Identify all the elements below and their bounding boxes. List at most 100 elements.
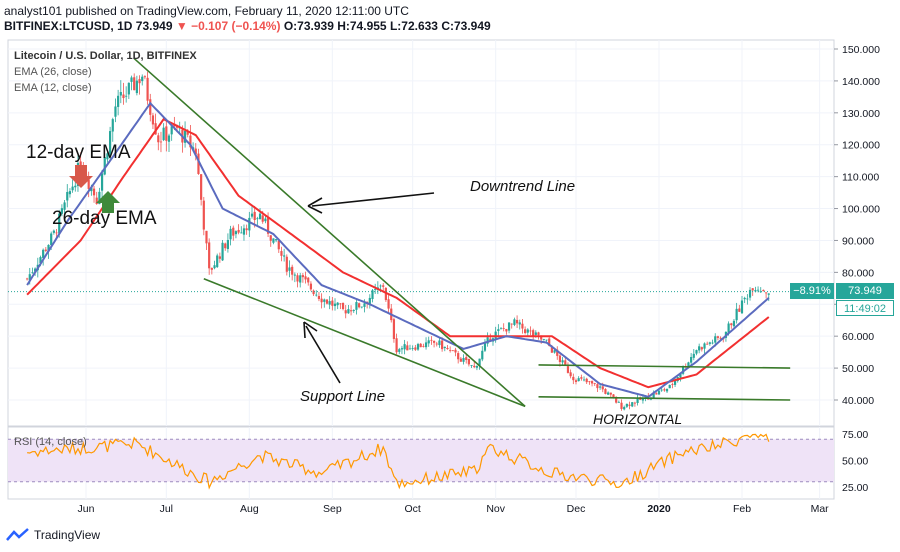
price-tick-label: 40.000 (842, 395, 874, 407)
support-arrowhead (303, 321, 318, 339)
candle-body (767, 293, 770, 295)
rsi-tick-label: 25.00 (842, 482, 868, 494)
candle-body (451, 350, 454, 352)
candle-body (690, 356, 693, 363)
candle-body (748, 289, 752, 298)
candle-body (422, 345, 425, 347)
time-tick-label: Jun (78, 503, 95, 515)
rsi-tick-label: 50.00 (842, 456, 868, 468)
candle-body (529, 330, 532, 332)
annotation-ema26: 26-day EMA (52, 208, 157, 229)
candle-body (304, 276, 307, 280)
candle-body (633, 402, 636, 404)
candle-body (746, 298, 749, 300)
candle-body (63, 202, 66, 210)
candle-body (430, 339, 433, 341)
candle-body (532, 330, 535, 336)
candle-body (232, 227, 235, 236)
candle-body (154, 123, 157, 135)
time-tick-label: Dec (567, 503, 586, 515)
candle-body (210, 267, 213, 270)
candle-body (486, 337, 489, 344)
candle-body (580, 377, 583, 379)
candle-body (261, 215, 264, 222)
candle-body (347, 309, 350, 314)
price-tick-label: 60.000 (842, 331, 874, 343)
price-tick-label: 130.000 (842, 108, 880, 120)
candle-body (245, 228, 248, 231)
candle-body (663, 389, 666, 391)
candle-body (607, 392, 610, 395)
candle-body (317, 296, 321, 300)
candle-body (593, 383, 596, 384)
candle-body (572, 376, 575, 381)
candle-body (526, 329, 529, 333)
candle-body (127, 82, 130, 95)
candle-body (631, 402, 634, 407)
candle-body (189, 135, 192, 148)
candle-body (71, 186, 74, 191)
candle-body (87, 179, 90, 189)
rsi-series (27, 433, 770, 490)
candle-body (751, 288, 754, 291)
candle-body (341, 302, 345, 310)
candle-body (309, 283, 313, 290)
candle-body (47, 244, 50, 252)
candle-body (564, 360, 567, 366)
price-tick-label: 80.000 (842, 267, 874, 279)
candle-body (711, 342, 714, 344)
candle-body (143, 76, 147, 78)
candle-body (601, 386, 604, 390)
candle-body (165, 126, 168, 141)
candle-body (698, 346, 701, 351)
rsi-tick-label: 75.00 (842, 429, 868, 441)
candle-body (432, 340, 436, 343)
candle-body (719, 337, 722, 339)
trendline-horizontal-upper (538, 364, 791, 369)
candle-body (280, 251, 283, 256)
candle-body (454, 349, 457, 353)
candle-body (371, 290, 374, 300)
candle-body (34, 268, 37, 272)
candle-body (553, 350, 556, 353)
candle-body (141, 76, 144, 82)
candle-body (58, 213, 61, 234)
candle-body (355, 302, 358, 310)
candle-body (269, 235, 272, 241)
candle-body (146, 77, 149, 101)
time-tick-label: Mar (811, 503, 830, 515)
candle-body (612, 394, 615, 398)
candle-body (283, 255, 286, 257)
candle-body (524, 329, 527, 334)
candle-body (596, 384, 599, 389)
candle-body (681, 366, 685, 374)
candle-body (92, 188, 96, 196)
candle-body (534, 332, 537, 335)
candle-body (738, 308, 741, 312)
candle-body (756, 289, 760, 291)
candle-body (360, 306, 363, 308)
candle-body (170, 126, 173, 135)
candle-body (248, 217, 251, 231)
trendline-support (203, 278, 526, 408)
candle-body (200, 174, 203, 200)
candle-body (66, 191, 69, 201)
candle-body (470, 365, 473, 366)
candle-body (641, 397, 645, 401)
candle-body (427, 340, 430, 344)
candle-body (411, 348, 414, 349)
price-axis: 150.000 140.000 130.000 120.000 110.000 100.0… (834, 44, 880, 407)
candle-body (435, 343, 438, 345)
candle-body (665, 388, 669, 392)
candle-body (68, 191, 72, 195)
candle-body (730, 323, 733, 326)
price-tick-label: 120.000 (842, 140, 880, 152)
candle-body (157, 135, 160, 143)
grid (8, 40, 834, 499)
time-tick-label: Oct (404, 503, 420, 515)
tradingview-logo[interactable]: TradingView (6, 528, 100, 542)
brand-name: TradingView (34, 528, 101, 542)
candle-body (735, 308, 738, 321)
downtrend-arrow (311, 192, 435, 207)
